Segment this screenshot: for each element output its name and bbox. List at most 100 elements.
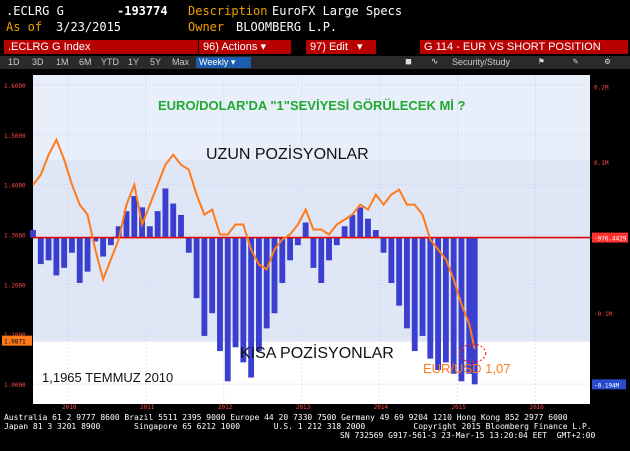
bar xyxy=(442,237,449,363)
right-last-value-box xyxy=(592,379,626,390)
bar xyxy=(45,237,52,261)
bar xyxy=(318,237,325,283)
annotation-eurusd: EUR/USD 1,07 xyxy=(423,361,510,376)
bar xyxy=(271,237,278,314)
edit-label: 97) Edit xyxy=(310,41,348,53)
bar xyxy=(217,237,223,352)
annotation-low: 1,1965 TEMMUZ 2010 xyxy=(42,370,173,385)
range-1y[interactable]: 1Y xyxy=(128,57,140,67)
line-chart-icon[interactable]: ∿ xyxy=(430,57,439,67)
chart-svg: 1.00001.10001.20001.30001.40001.50001.60… xyxy=(0,69,630,411)
footer-line-3: SN 732569 G917-561-3 23-Mar-15 13:20:04 … xyxy=(340,431,596,440)
right-tick-label: -0.1M xyxy=(594,311,612,318)
bar xyxy=(162,188,169,238)
zoom-icon[interactable]: ■ xyxy=(405,57,412,67)
bar xyxy=(341,226,348,238)
range-3d[interactable]: 3D xyxy=(32,57,44,67)
index-tab[interactable]: .ECLRG G Index xyxy=(4,40,198,54)
bar xyxy=(92,237,99,242)
bar xyxy=(146,226,153,238)
x-tick-label: 2013 xyxy=(296,404,311,410)
bar xyxy=(131,196,138,238)
bar xyxy=(53,237,60,276)
chart-title-tab: G 114 - EUR VS SHORT POSITION xyxy=(420,40,628,54)
ticker[interactable]: .ECLRG G xyxy=(6,4,64,18)
bar xyxy=(201,237,208,336)
description-value: EuroFX Large Specs xyxy=(272,4,403,18)
bar xyxy=(287,237,293,261)
bar xyxy=(435,237,442,370)
edit-icon[interactable]: ✎ xyxy=(572,57,579,67)
bar xyxy=(232,237,239,348)
left-last-value-label: 1.0871 xyxy=(4,339,26,346)
edit-menu[interactable]: 97) Edit ▾ xyxy=(306,40,376,54)
x-tick-label: 2015 xyxy=(452,404,467,410)
bar xyxy=(404,237,410,329)
bar xyxy=(357,207,364,238)
chevron-down-icon: ▾ xyxy=(230,57,236,67)
bar xyxy=(123,211,130,238)
footer: Australia 61 2 9777 8600 Brazil 5511 239… xyxy=(0,410,630,451)
bar xyxy=(466,237,473,374)
left-tick-label: 1.0000 xyxy=(4,382,26,389)
bar xyxy=(372,230,379,238)
gear-icon[interactable]: ⚙ xyxy=(604,57,611,67)
range-max[interactable]: Max xyxy=(172,57,190,67)
range-1m[interactable]: 1M xyxy=(56,57,69,67)
right-last-value-label: -0.194M xyxy=(594,382,620,389)
x-tick-label: 2016 xyxy=(529,404,544,410)
footer-line-1: Australia 61 2 9777 8600 Brazil 5511 239… xyxy=(4,413,568,422)
bar xyxy=(450,237,457,374)
bar xyxy=(263,237,270,329)
bar xyxy=(302,222,309,238)
bar xyxy=(61,237,68,268)
x-tick-label: 2014 xyxy=(374,404,389,410)
plot-band-top xyxy=(33,75,590,160)
bar xyxy=(37,237,44,265)
bar xyxy=(349,214,356,238)
bar xyxy=(209,237,216,314)
range-1d[interactable]: 1D xyxy=(8,57,20,67)
bar xyxy=(248,237,255,378)
bar xyxy=(185,237,192,253)
zero-value-box xyxy=(592,232,628,243)
right-tick-label: 0.2M xyxy=(594,84,609,91)
highlight-circle xyxy=(459,343,487,363)
bar xyxy=(255,237,262,352)
bar xyxy=(193,237,200,299)
header-value: -193774 xyxy=(117,4,168,18)
x-tick-label: 2012 xyxy=(218,404,233,410)
left-axis-strip xyxy=(0,69,33,410)
bar xyxy=(396,237,403,306)
chart-title: EURO/DOLAR'DA "1"SEVİYESİ GÖRÜLECEK Mİ ? xyxy=(158,98,466,113)
bar xyxy=(388,237,395,283)
bar xyxy=(76,237,83,283)
security-header: .ECLRG G -193774 Description EuroFX Larg… xyxy=(0,0,630,40)
range-ytd[interactable]: YTD xyxy=(101,57,119,67)
description-label: Description xyxy=(188,4,268,18)
period-select[interactable]: Weekly ▾ xyxy=(196,57,251,68)
x-tick-label: 2010 xyxy=(62,404,77,410)
left-tick-label: 1.3000 xyxy=(4,233,26,240)
bar xyxy=(310,237,317,268)
security-study-button[interactable]: Security/Study xyxy=(452,57,511,67)
bar xyxy=(30,230,36,238)
eurusd-line xyxy=(32,137,476,350)
as-of-date[interactable]: 3/23/2015 xyxy=(56,20,122,34)
bar xyxy=(224,237,231,382)
bar xyxy=(115,226,122,238)
bar xyxy=(333,237,340,246)
owner-value: BLOOMBERG L.P. xyxy=(236,20,338,34)
bar xyxy=(427,237,434,359)
actions-menu[interactable]: 96) Actions ▾ xyxy=(199,40,291,54)
bar xyxy=(380,237,387,253)
flag-icon[interactable]: ⚑ xyxy=(538,57,545,67)
zero-value-label: -976.4429 xyxy=(594,236,627,243)
left-tick-label: 1.6000 xyxy=(4,83,26,90)
range-5y[interactable]: 5Y xyxy=(150,57,162,67)
chart-toolbar: 1D 3D 1M 6M YTD 1Y 5Y Max Weekly ▾ ■ ∿ S… xyxy=(0,56,630,69)
actions-label: 96) Actions xyxy=(203,41,258,53)
right-tick-label: 0.1M xyxy=(594,160,609,167)
bar xyxy=(84,237,91,272)
range-6m[interactable]: 6M xyxy=(79,57,92,67)
